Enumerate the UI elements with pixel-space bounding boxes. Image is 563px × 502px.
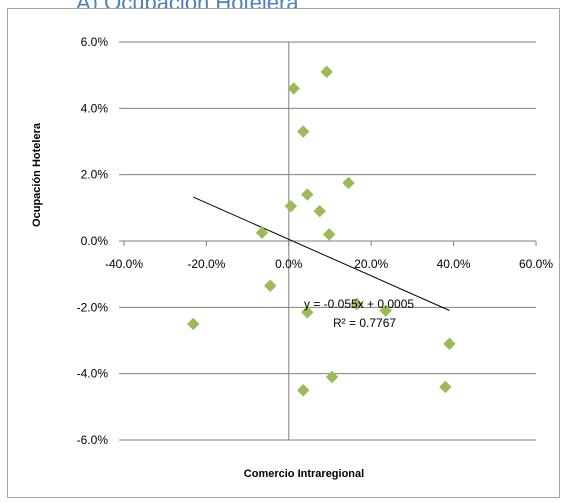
x-tick-label-1: -20.0%	[187, 257, 225, 271]
trendline-equation: y = -0.055x + 0.0005	[304, 297, 414, 311]
data-point-7	[255, 226, 269, 239]
data-points	[187, 65, 456, 397]
x-tick-label-2: 0.0%	[275, 257, 303, 271]
data-point-16	[439, 380, 452, 394]
data-point-17	[297, 384, 310, 397]
y-axis-title: Ocupación Hotelera	[31, 122, 43, 227]
data-point-11	[301, 306, 314, 319]
data-point-10	[350, 297, 363, 311]
y-tick-label-5: 4.0%	[81, 101, 109, 115]
x-tick-label-5: 60.0%	[519, 257, 553, 271]
data-point-12	[379, 304, 392, 317]
tick-labels: -40.0% -20.0% 0.0% 20.0% 40.0% 60.0% -6.0% -4.0…	[77, 35, 554, 447]
trendline-layer	[193, 196, 450, 311]
data-point-3	[342, 176, 355, 190]
y-tick-label-1: -4.0%	[77, 367, 109, 381]
y-tick-label-3: 0.0%	[81, 234, 109, 248]
x-tick-label-4: 40.0%	[437, 257, 471, 271]
data-point-0	[320, 65, 333, 79]
x-tick-label-0: -40.0%	[105, 257, 143, 271]
data-point-13	[187, 317, 200, 331]
trendline	[193, 196, 450, 311]
x-tick-label-3: 20.0%	[354, 257, 388, 271]
y-tick-label-6: 6.0%	[81, 35, 109, 49]
data-point-2	[297, 125, 310, 138]
y-tick-label-4: 2.0%	[81, 168, 109, 182]
data-point-1	[287, 82, 300, 95]
data-point-14	[443, 337, 456, 351]
y-tick-label-2: -2.0%	[77, 300, 109, 314]
data-point-6	[313, 204, 326, 218]
data-point-15	[325, 370, 339, 384]
x-axis-title: Comercio Intraregional	[244, 468, 364, 480]
y-tick-label-0: -6.0%	[77, 433, 109, 447]
data-point-8	[322, 228, 336, 241]
chart-area	[7, 8, 560, 498]
data-point-9	[264, 279, 277, 292]
axes	[119, 41, 537, 441]
data-point-5	[284, 199, 298, 213]
trendline-r-squared: R² = 0.7767	[333, 316, 396, 330]
data-point-4	[301, 188, 314, 201]
grid-lines	[124, 41, 536, 441]
